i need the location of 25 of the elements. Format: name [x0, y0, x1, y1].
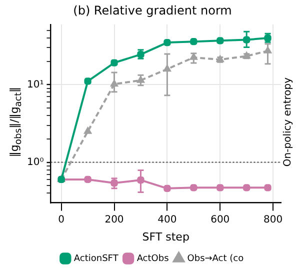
point	[84, 176, 92, 184]
text: On-policy entropy	[282, 77, 294, 167]
legend-label: ActObs	[136, 254, 170, 264]
point	[190, 38, 198, 46]
legend-label: Obs→Act (co	[187, 254, 244, 264]
y-tick-label: 10⁰	[27, 156, 44, 168]
x-tick-label: 800	[264, 214, 283, 226]
point	[164, 184, 171, 192]
x-tick-label: 0	[58, 214, 65, 226]
point	[164, 38, 171, 46]
x-tick-label: 400	[158, 214, 177, 226]
point	[216, 37, 224, 44]
x-tick-label: 200	[104, 214, 124, 226]
x-tick-label: 600	[210, 214, 230, 226]
point	[264, 184, 272, 192]
point	[84, 127, 92, 134]
chart-title: (b) Relative gradient norm	[73, 3, 232, 18]
legend-label: ActionSFT	[74, 254, 119, 264]
point	[243, 184, 250, 192]
point	[216, 184, 224, 192]
y-tick-label: 10¹	[27, 79, 44, 90]
point	[110, 59, 118, 66]
point	[84, 78, 92, 85]
x-axis-title: SFT step	[142, 230, 190, 244]
point	[190, 184, 198, 192]
